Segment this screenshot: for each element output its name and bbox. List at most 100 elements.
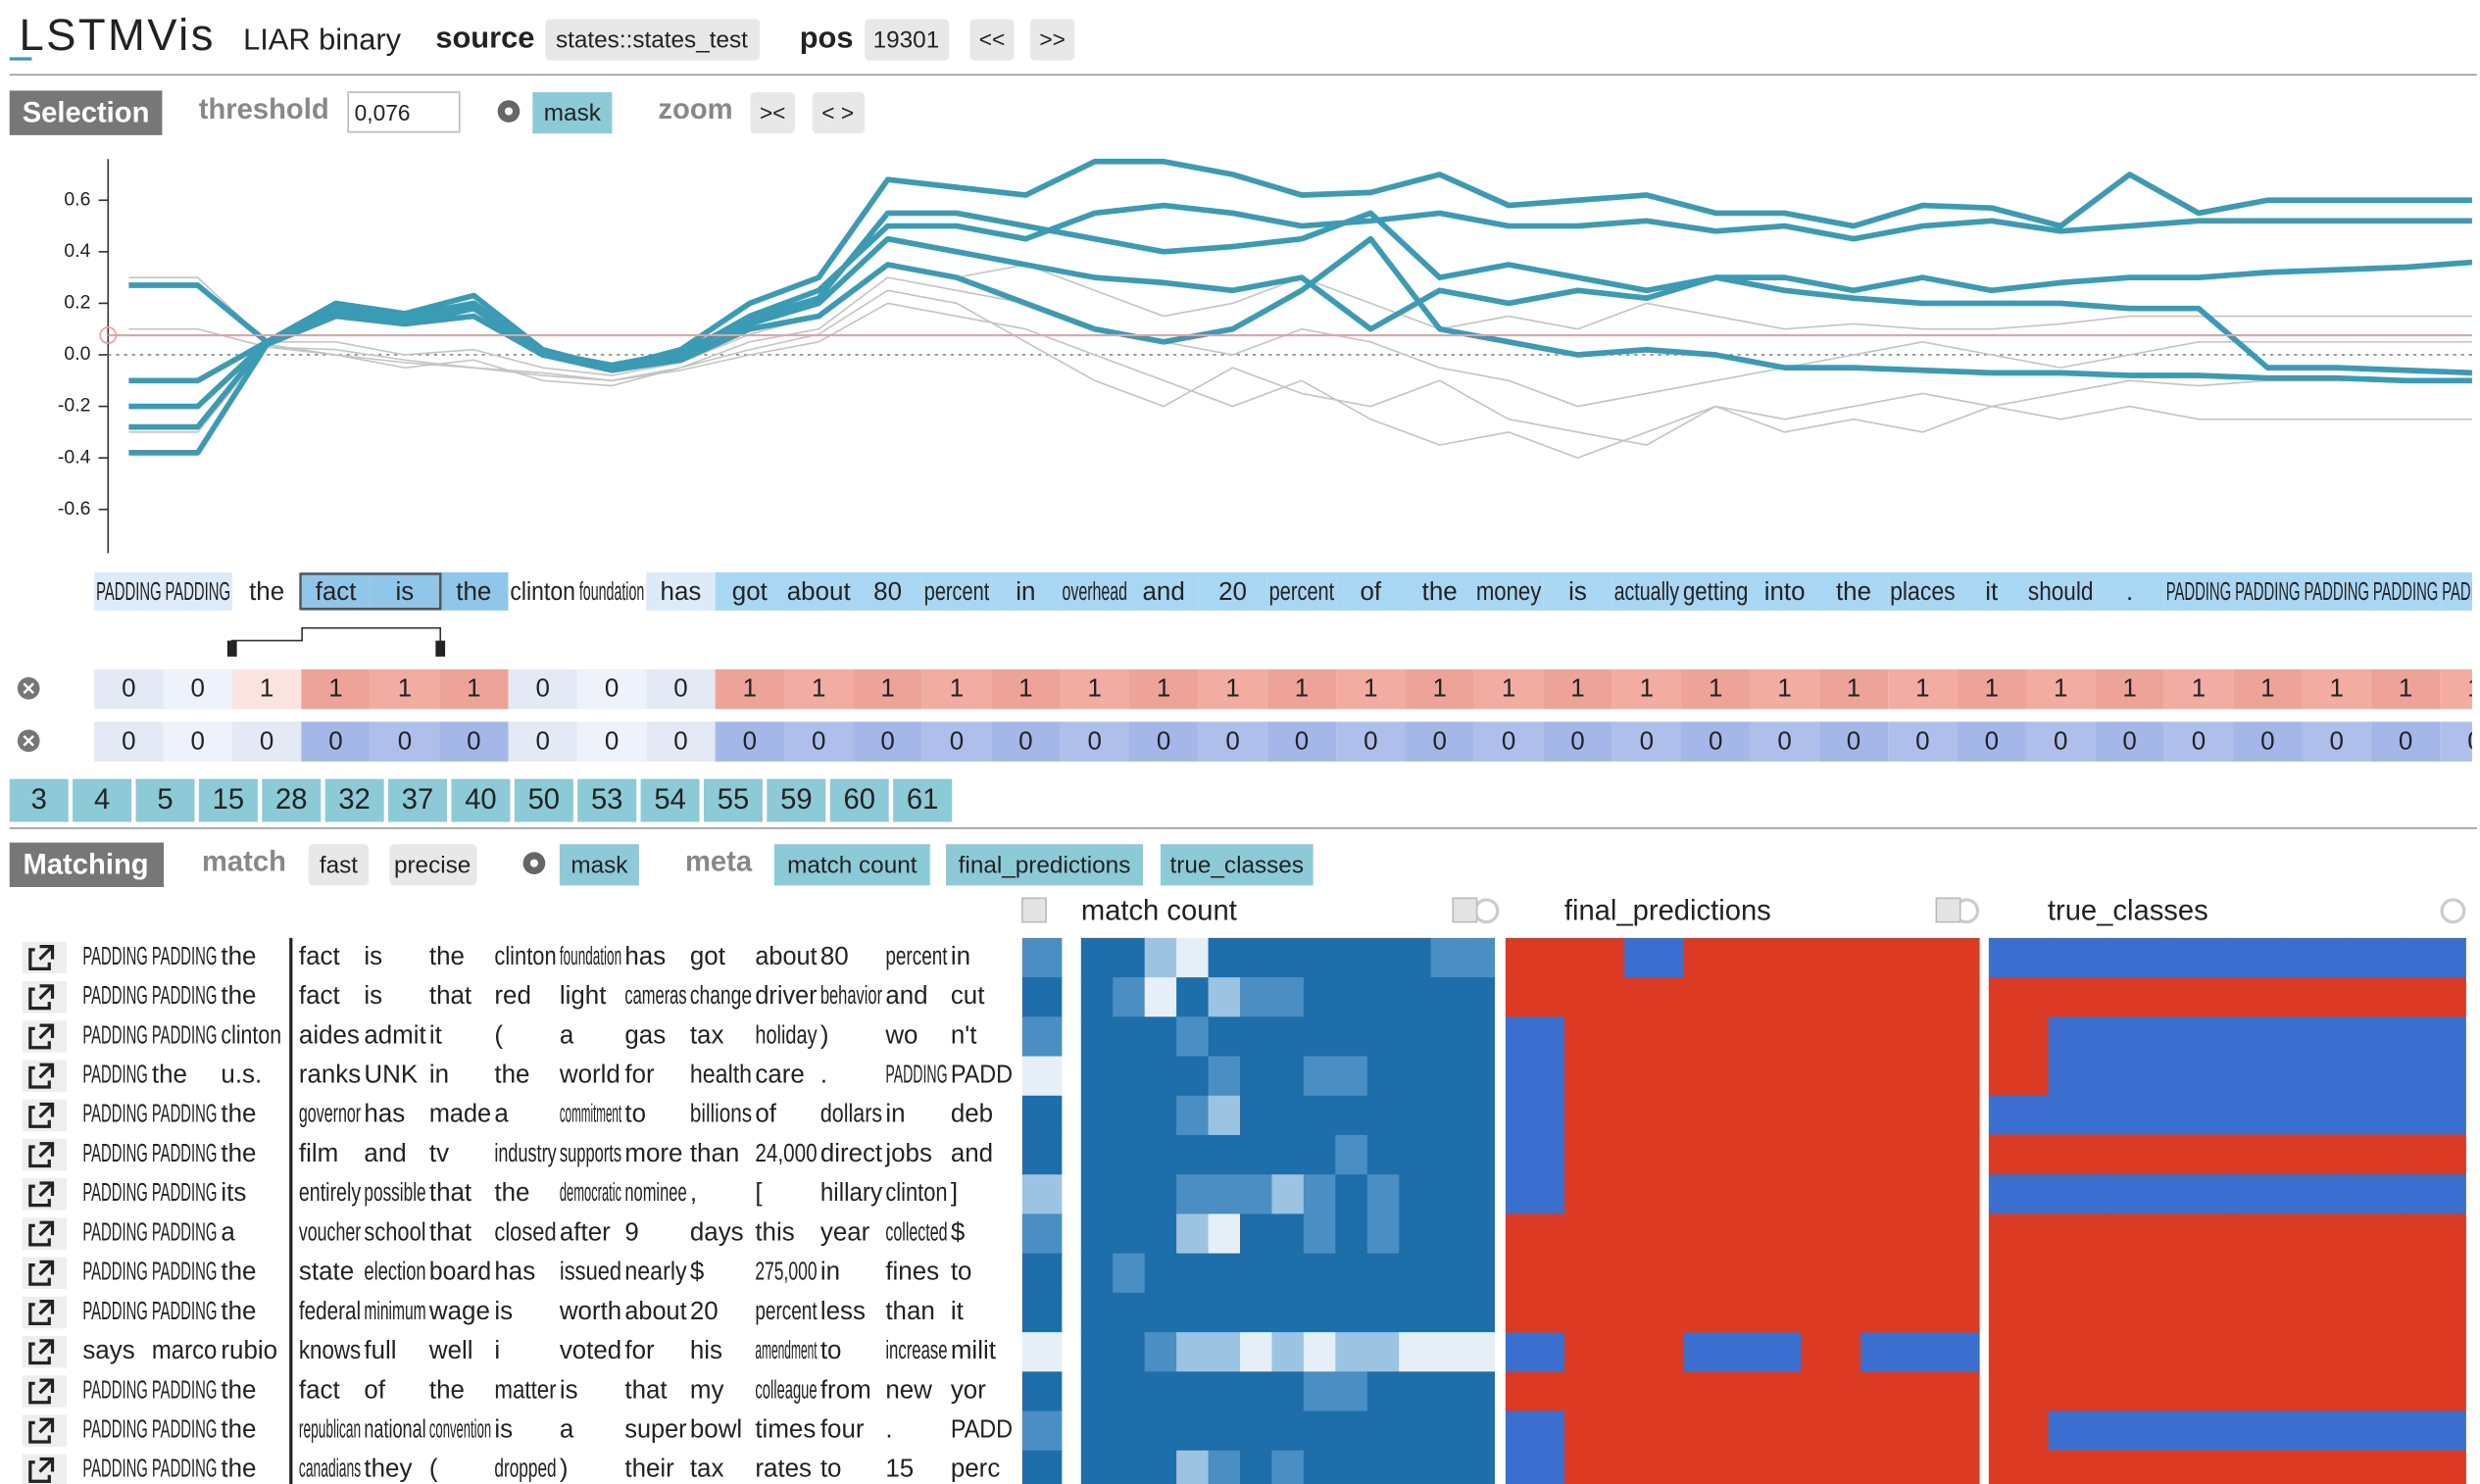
word[interactable]: 80 [873,578,902,606]
open-icon[interactable] [28,1457,55,1483]
precise-button[interactable] [389,844,477,886]
cluster-label[interactable]: 53 [591,784,622,816]
word[interactable]: 20 [1218,578,1247,606]
open-icon[interactable] [28,1220,55,1247]
word[interactable]: has [661,578,702,606]
word-bg[interactable] [2163,571,2234,611]
pos-value[interactable]: 19301 [873,27,940,54]
prev-button[interactable] [969,19,1015,61]
word[interactable]: the [249,578,284,606]
threshold-input[interactable] [347,91,461,133]
mask-label[interactable]: mask [570,852,628,878]
zoom-out-label[interactable]: < > [821,100,854,125]
meta-label[interactable]: match count [787,852,918,878]
cluster-label[interactable]: 59 [780,784,812,816]
word-bg[interactable] [1750,571,1819,611]
cluster-label[interactable]: 60 [844,784,875,816]
cluster-button[interactable] [73,778,132,822]
heatmap-close[interactable] [1473,898,1500,924]
word[interactable]: PADDING [2442,578,2480,606]
fast-button[interactable] [308,844,370,886]
word-bg[interactable] [921,571,992,611]
word-bg[interactable] [1612,571,1682,611]
word[interactable]: percent [1269,578,1335,606]
open-icon[interactable] [28,1023,55,1050]
word-bg[interactable] [1543,571,1612,611]
word[interactable]: PADDING [2166,578,2231,606]
cluster-label[interactable]: 40 [465,784,496,816]
word-bg[interactable] [94,571,164,611]
cluster-button[interactable] [9,778,69,822]
threshold-value[interactable]: 0,076 [355,100,411,125]
word-bg[interactable] [301,571,371,611]
threshold-handle[interactable] [99,326,118,344]
word[interactable]: the [1422,578,1458,606]
cluster-label[interactable]: 61 [907,784,938,816]
meta-button[interactable] [773,844,930,886]
fast-label[interactable]: fast [320,852,358,878]
word[interactable]: PADDING [166,578,230,606]
cluster-button[interactable] [324,778,384,822]
word-bg[interactable] [163,571,232,611]
word[interactable]: in [1016,578,1035,606]
word-bg[interactable] [1818,571,1889,611]
cluster-button[interactable] [893,778,953,822]
word-bg[interactable] [370,571,440,611]
cluster-label[interactable]: 54 [654,784,685,816]
word-bg[interactable] [2095,571,2164,611]
cluster-label[interactable]: 4 [94,784,110,816]
word[interactable]: PADDING [2304,578,2368,606]
cluster-label[interactable]: 28 [275,784,307,816]
cluster-label[interactable]: 37 [402,784,433,816]
next-button[interactable] [1029,19,1075,61]
word[interactable]: of [1360,578,1381,606]
heatmap-checkbox[interactable] [1935,897,1961,923]
open-icon[interactable] [28,1260,55,1286]
cluster-button[interactable] [262,778,322,822]
open-icon[interactable] [28,1378,55,1405]
word-bg[interactable] [1473,571,1544,611]
precise-label[interactable]: precise [394,852,471,878]
open-icon[interactable] [28,1417,55,1444]
word-bg[interactable] [1060,571,1129,611]
pos-box[interactable] [865,19,950,61]
word[interactable]: clinton [510,578,574,606]
zoom-in-button[interactable] [750,92,795,134]
word[interactable]: about [787,578,852,606]
word-bg[interactable] [646,571,716,611]
meta-label[interactable]: true_classes [1170,852,1305,878]
word[interactable]: fact [316,578,358,606]
cluster-button[interactable] [198,778,258,822]
open-icon[interactable] [28,1102,55,1128]
cluster-label[interactable]: 50 [528,784,560,816]
source-box[interactable] [545,19,761,61]
word[interactable]: percent [924,578,990,606]
word[interactable]: the [456,578,491,606]
word-bg[interactable] [853,571,922,611]
open-icon[interactable] [28,1339,55,1365]
prev-label[interactable]: << [979,26,1006,52]
word[interactable]: is [396,578,415,606]
word-bg[interactable] [508,571,577,611]
word-bg[interactable] [2302,571,2371,611]
word-bg[interactable] [2440,571,2480,611]
word[interactable]: is [1568,578,1587,606]
word[interactable]: getting [1683,578,1748,606]
cluster-label[interactable]: 15 [213,784,244,816]
word[interactable]: places [1890,578,1956,606]
cluster-button[interactable] [767,778,826,822]
word[interactable]: got [732,578,769,606]
heatmap-checkbox[interactable] [1021,897,1047,923]
cluster-label[interactable]: 5 [157,784,173,816]
word-bg[interactable] [1128,571,1199,611]
word-bg[interactable] [2025,571,2096,611]
word-bg[interactable] [715,571,785,611]
word-bg[interactable] [576,571,647,611]
word-bg[interactable] [231,571,302,611]
selection-bracket[interactable] [230,626,442,652]
word[interactable]: and [1143,578,1185,606]
bracket-handle[interactable] [226,640,237,657]
word-bg[interactable] [1198,571,1267,611]
word[interactable]: it [1985,578,1999,606]
next-label[interactable]: >> [1039,26,1066,52]
